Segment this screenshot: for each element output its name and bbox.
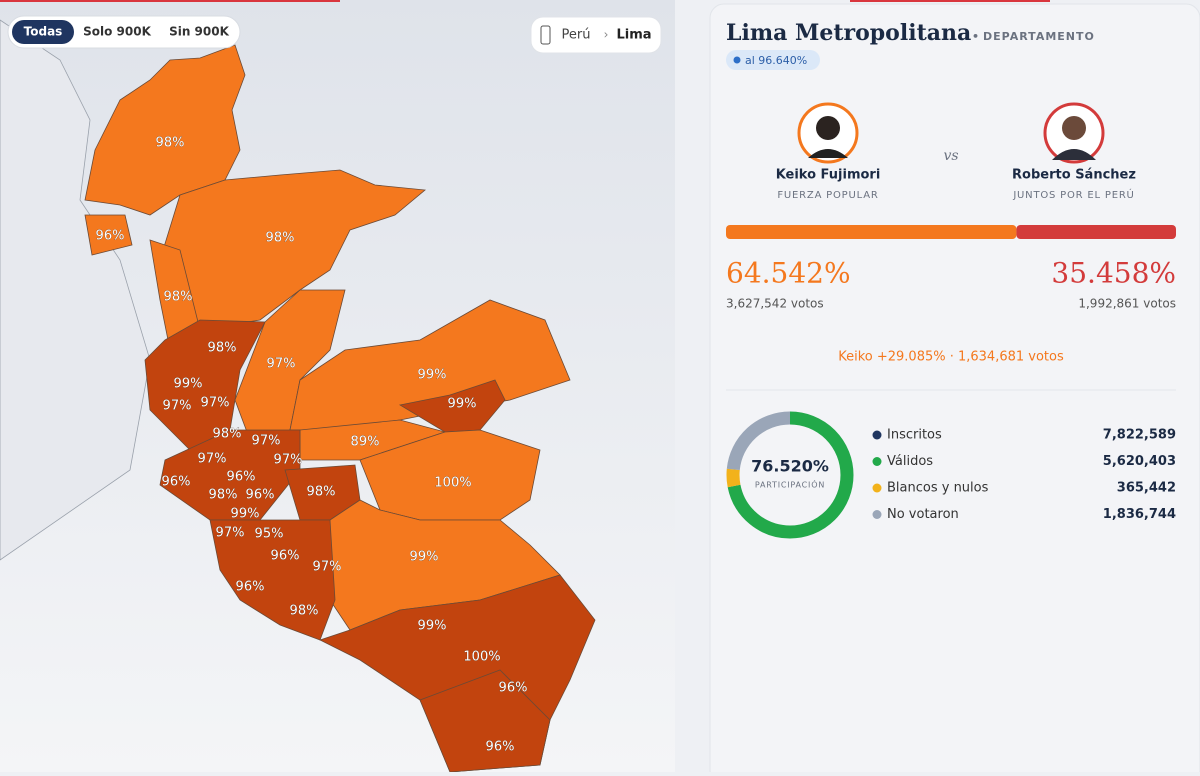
legend-label: Blancos y nulos bbox=[887, 481, 989, 496]
region bbox=[159, 429, 301, 521]
legend-dot bbox=[872, 483, 882, 493]
breadcrumb bbox=[530, 16, 662, 54]
vote-bar bbox=[726, 225, 1176, 239]
donut-segment bbox=[726, 411, 854, 539]
candidate-pct: 64.542% bbox=[726, 257, 851, 290]
map-label: 97% bbox=[267, 357, 296, 372]
map-labels: 98%96% 98%98%98%97%99%99%97% 97% 99%98% 97% 8… bbox=[95, 135, 528, 755]
map-label: 98% bbox=[290, 604, 319, 619]
donut bbox=[726, 411, 854, 539]
map-label: 98% bbox=[213, 427, 242, 442]
map-label: 89% bbox=[351, 435, 380, 450]
map-label: 99% bbox=[418, 368, 447, 383]
filter[interactable]: Sin 900K bbox=[169, 25, 230, 39]
map-label: 99% bbox=[231, 507, 260, 522]
map-label: 98% bbox=[208, 341, 237, 356]
map-label: 99% bbox=[448, 397, 477, 412]
lead-text: Keiko +29.085% · 1,634,681 votos bbox=[838, 350, 1064, 365]
filter[interactable]: Todas bbox=[24, 25, 63, 39]
region bbox=[84, 214, 133, 256]
map-label: 96% bbox=[96, 229, 125, 244]
candidate-party: JUNTOS POR EL PERÚ bbox=[1012, 188, 1134, 201]
map-label: 96% bbox=[271, 549, 300, 564]
legend-count: 7,822,589 bbox=[1103, 428, 1176, 443]
legend-count: 5,620,403 bbox=[1103, 454, 1176, 469]
candidate-pct: 35.458% bbox=[1051, 257, 1176, 290]
panel-title: Lima Metropolitana bbox=[726, 20, 971, 46]
map-label: 99% bbox=[418, 619, 447, 634]
neighbor-region bbox=[0, 19, 151, 561]
map-label: 96% bbox=[486, 740, 515, 755]
candidate-party: FUERZA POPULAR bbox=[777, 190, 878, 201]
candidate-name: Roberto Sánchez bbox=[1012, 168, 1136, 183]
map-label: 97% bbox=[274, 453, 303, 468]
crumb-separator: › bbox=[604, 28, 609, 42]
map-label: 96% bbox=[162, 475, 191, 490]
top-accent bbox=[0, 0, 340, 2]
map-label: 97% bbox=[216, 526, 245, 541]
map-label: 100% bbox=[434, 476, 471, 491]
legend-count: 365,442 bbox=[1117, 481, 1176, 496]
map-label: 99% bbox=[174, 377, 203, 392]
map-label: 97% bbox=[313, 560, 342, 575]
map-label: 98% bbox=[307, 485, 336, 500]
legend-dot bbox=[872, 510, 882, 519]
map-label: 97% bbox=[163, 399, 192, 414]
legend-label: Inscritos bbox=[887, 428, 942, 443]
crumb: Lima bbox=[616, 28, 651, 43]
progress-text: al 96.640% bbox=[745, 54, 807, 67]
map-label: 100% bbox=[463, 650, 500, 665]
map-label: 98% bbox=[266, 231, 295, 246]
photo-body bbox=[808, 149, 848, 158]
map-label: 99% bbox=[410, 550, 439, 565]
candidate-name: Keiko Fujimori bbox=[776, 168, 881, 183]
photo-face bbox=[816, 116, 840, 140]
map-label: 98% bbox=[156, 136, 185, 151]
candidate-votes: 1,992,861 votos bbox=[1078, 297, 1176, 311]
panel-kind-dot: • bbox=[972, 30, 980, 43]
map-label: 97% bbox=[198, 452, 227, 467]
map-label: 96% bbox=[236, 580, 265, 595]
legend-count: 1,836,744 bbox=[1103, 507, 1176, 522]
stats-legend: Inscritos 7,822,589 Válidos 5,620,403 Blanco… bbox=[872, 428, 1176, 522]
vote-bar-segment bbox=[726, 225, 1017, 239]
map-label: 95% bbox=[255, 527, 284, 542]
photo-face bbox=[1062, 116, 1086, 140]
legend-label: Válidos bbox=[887, 454, 933, 469]
legend-label: No votaron bbox=[887, 507, 959, 522]
photo-body bbox=[1052, 149, 1096, 160]
map-label: 96% bbox=[499, 681, 528, 696]
top-accent bbox=[850, 0, 1050, 2]
region bbox=[209, 519, 336, 641]
vote-bar-segment bbox=[1016, 225, 1176, 239]
donut-segment bbox=[726, 411, 854, 539]
panel-kind: DEPARTAMENTO bbox=[983, 30, 1095, 43]
map-label: 98% bbox=[209, 488, 238, 503]
vs-label: vs bbox=[943, 148, 958, 164]
back-button[interactable] bbox=[540, 25, 551, 45]
region bbox=[419, 669, 551, 773]
filter[interactable]: Solo 900K bbox=[83, 25, 151, 39]
legend-dot bbox=[872, 430, 882, 440]
participation-value: 76.520% bbox=[751, 457, 829, 476]
map bbox=[84, 44, 596, 773]
progress-badge bbox=[726, 50, 820, 70]
filter-active-bg bbox=[12, 20, 74, 44]
progress-dot bbox=[733, 56, 741, 64]
participation-caption: PARTICIPACIÓN bbox=[755, 479, 825, 490]
map-label: 96% bbox=[227, 470, 256, 485]
info-panel bbox=[709, 3, 1200, 776]
crumb[interactable]: Perú bbox=[562, 28, 591, 43]
legend-dot bbox=[872, 457, 882, 466]
map-label: 97% bbox=[252, 434, 281, 449]
region bbox=[329, 499, 561, 631]
candidate-votes: 3,627,542 votos bbox=[726, 297, 824, 311]
region bbox=[84, 44, 246, 216]
map-label: 96% bbox=[246, 488, 275, 503]
map-label: 98% bbox=[164, 290, 193, 305]
map-label: 97% bbox=[201, 396, 230, 411]
